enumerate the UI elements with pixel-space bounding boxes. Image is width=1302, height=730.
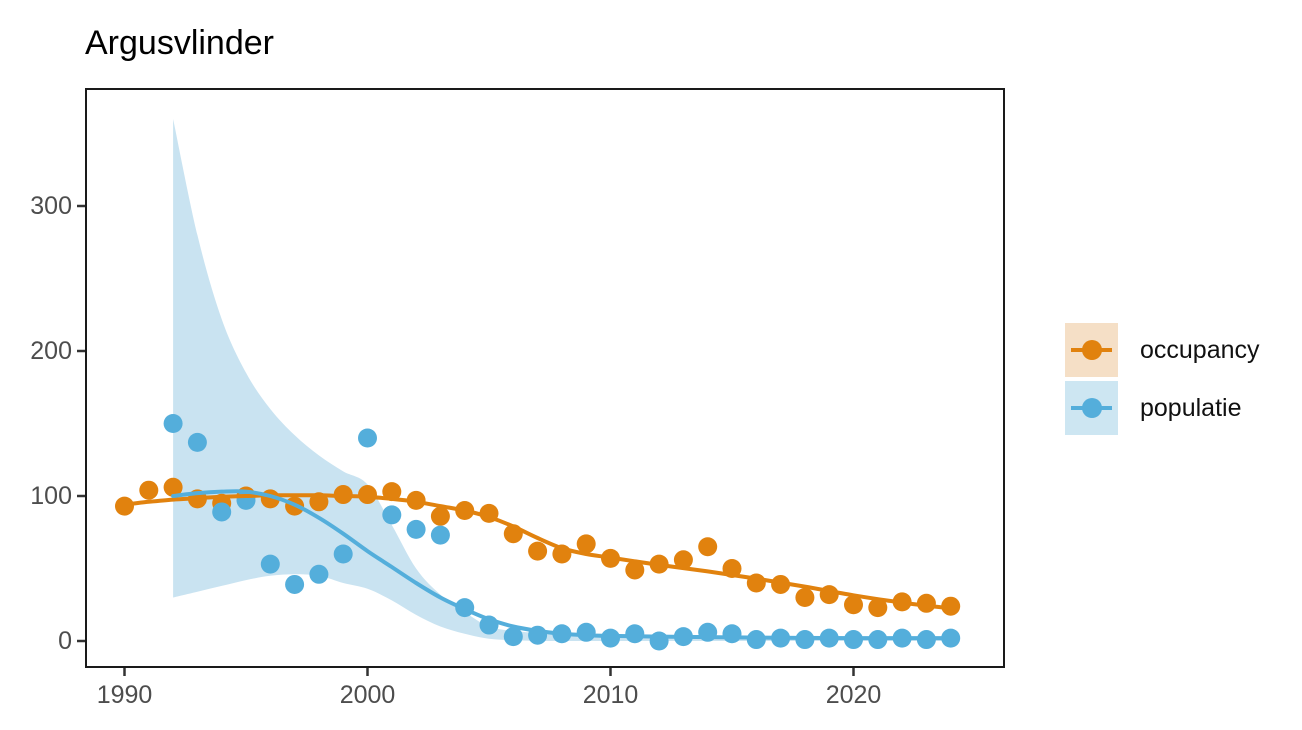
populatie-point <box>285 574 305 594</box>
occupancy-point <box>625 560 645 580</box>
x-tick-label: 2020 <box>825 681 882 709</box>
populatie-trend-line <box>171 489 953 641</box>
occupancy-point <box>698 537 718 557</box>
chart-title: Argusvlinder <box>85 24 274 62</box>
legend-label: occupancy <box>1140 335 1260 364</box>
occupancy-point <box>382 482 402 502</box>
occupancy-point <box>795 588 815 607</box>
y-tick-label: 0 <box>58 627 72 655</box>
occupancy-trend-line <box>122 493 953 611</box>
legend-key-icon <box>1065 381 1118 435</box>
occupancy-point <box>163 477 183 497</box>
x-tick-label: 1990 <box>96 681 153 709</box>
y-tick-label: 200 <box>30 337 72 365</box>
populatie-point <box>601 628 620 648</box>
population-ribbon <box>173 119 951 642</box>
legend-label: populatie <box>1140 393 1242 422</box>
y-tick-label: 300 <box>30 192 72 220</box>
legend-key-icon <box>1065 323 1118 377</box>
populatie-point <box>430 525 450 545</box>
populatie-point <box>576 622 596 642</box>
populatie-point <box>358 428 377 448</box>
populatie-point <box>260 554 280 574</box>
legend-key-dot <box>1081 340 1102 360</box>
panel-border <box>85 88 1005 668</box>
populatie-point <box>382 505 402 525</box>
populatie-point <box>406 519 426 539</box>
populatie-point <box>309 564 329 584</box>
x-tick-label: 2000 <box>339 681 396 709</box>
legend-item-occupancy: occupancy <box>1065 323 1260 377</box>
occupancy-point <box>358 485 377 505</box>
occupancy-point <box>868 598 888 618</box>
occupancy-point <box>673 550 693 570</box>
occupancy-point <box>576 534 596 554</box>
populatie-point <box>333 544 353 564</box>
legend: occupancy populatie <box>1065 323 1260 439</box>
populatie-point <box>187 432 207 452</box>
populatie-point <box>163 414 183 433</box>
occupancy-point <box>430 506 450 526</box>
occupancy-point <box>941 596 961 616</box>
occupancy-point <box>139 480 159 500</box>
occupancy-point <box>844 595 863 615</box>
populatie-point <box>212 502 232 522</box>
x-tick-label: 2010 <box>582 681 639 709</box>
occupancy-point <box>528 541 548 561</box>
legend-item-populatie: populatie <box>1065 381 1260 435</box>
populatie-point <box>625 624 645 644</box>
populatie-point <box>722 624 742 644</box>
y-tick-label: 100 <box>30 482 72 510</box>
legend-key-dot <box>1081 398 1102 418</box>
populatie-point <box>649 631 669 651</box>
populatie-point <box>503 627 523 647</box>
